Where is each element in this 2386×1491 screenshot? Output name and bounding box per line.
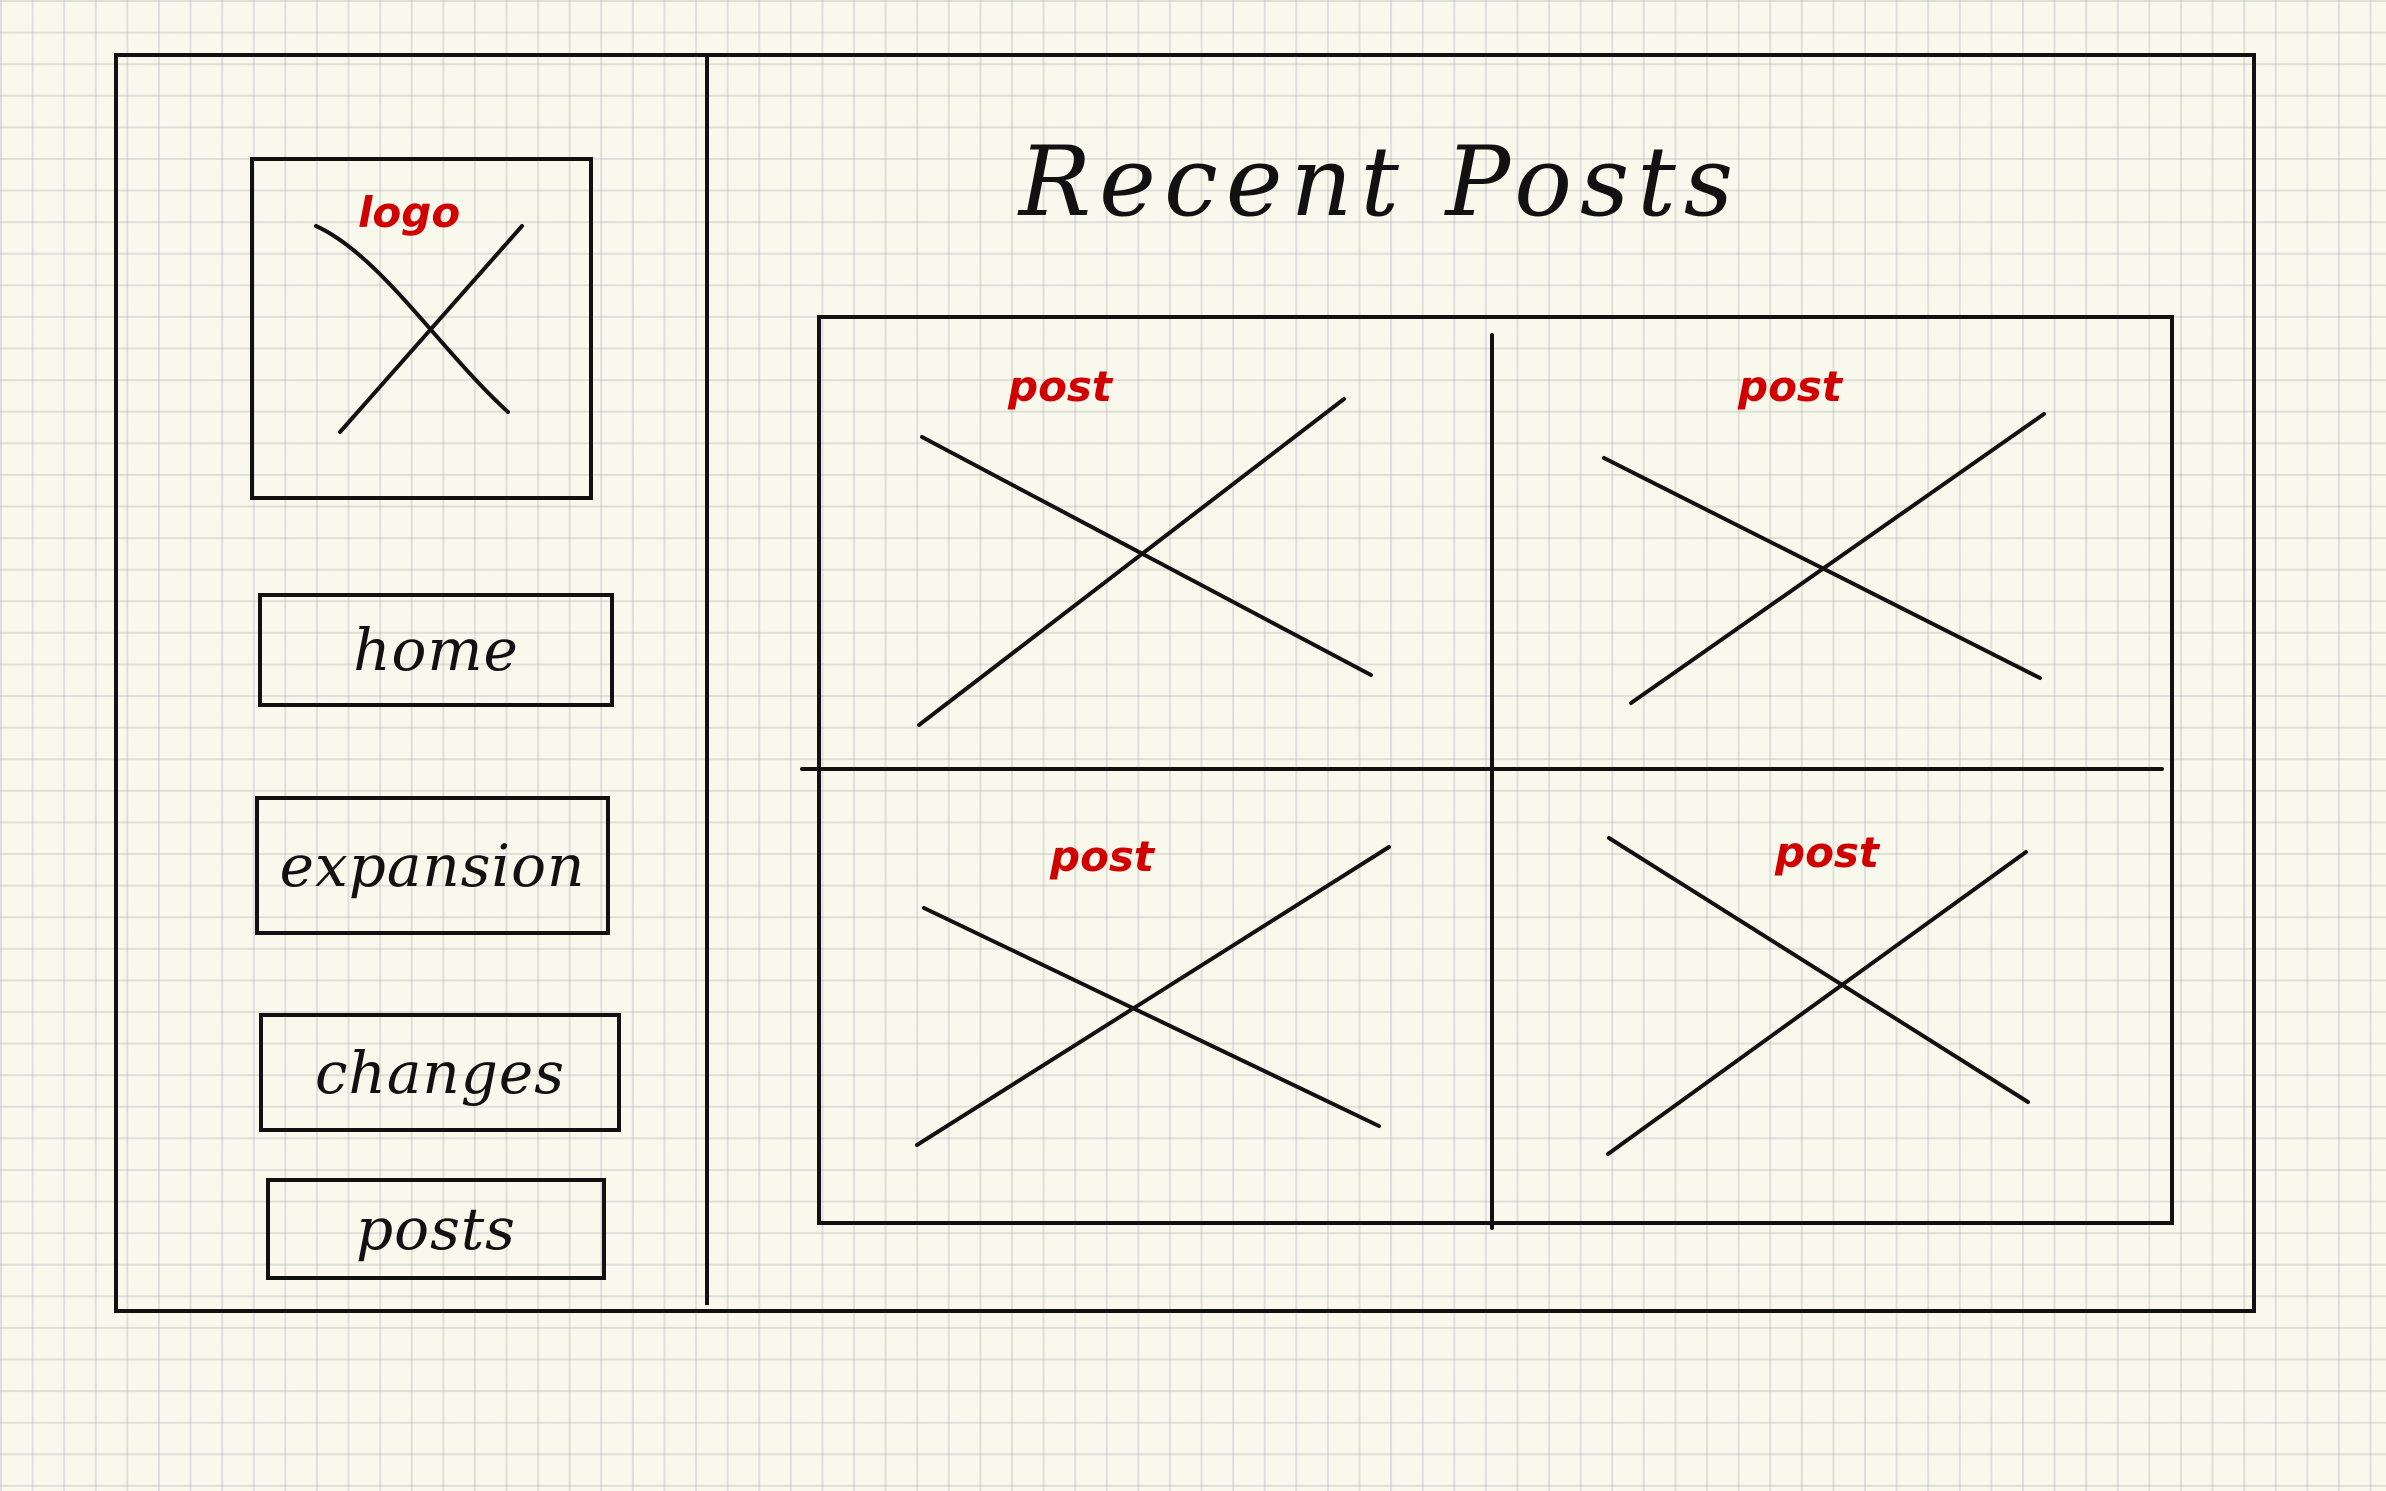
nav-posts-button[interactable]: posts — [266, 1178, 606, 1280]
post-card-1[interactable] — [823, 321, 1490, 767]
post-4-cross-a — [1607, 836, 2030, 1104]
post-3-cross-a — [922, 906, 1381, 1128]
logo-cross-stroke-b — [338, 224, 524, 434]
sidebar-divider — [705, 57, 709, 1305]
logo-placeholder[interactable] — [250, 157, 593, 500]
post-card-4[interactable] — [1496, 773, 2168, 1219]
post-1-label: post — [1008, 362, 1112, 411]
post-3-cross-b — [915, 845, 1391, 1147]
nav-expansion-button[interactable]: expansion — [255, 796, 610, 935]
post-2-cross-b — [1629, 412, 2046, 705]
logo-label: logo — [358, 188, 461, 237]
post-2-label: post — [1738, 362, 1842, 411]
post-card-2[interactable] — [1496, 321, 2168, 767]
post-4-label: post — [1775, 828, 1879, 877]
nav-changes-button[interactable]: changes — [259, 1013, 621, 1132]
post-3-label: post — [1050, 832, 1154, 881]
logo-cross-stroke-a — [314, 224, 510, 414]
page-title: Recent Posts — [1018, 126, 1742, 238]
post-1-cross-a — [920, 435, 1373, 677]
nav-home-button[interactable]: home — [258, 593, 614, 707]
app-frame — [114, 53, 2256, 1313]
post-1-cross-b — [917, 397, 1346, 727]
post-4-cross-b — [1606, 850, 2028, 1156]
post-card-3[interactable] — [823, 773, 1490, 1219]
